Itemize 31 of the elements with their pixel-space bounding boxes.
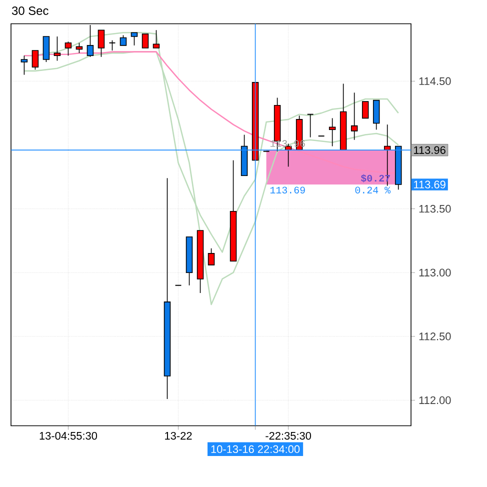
candlestick	[64, 41, 72, 56]
candlestick	[20, 55, 28, 76]
y-tick-label: 113.50	[419, 204, 451, 213]
candlestick	[32, 50, 39, 70]
candlestick	[42, 36, 50, 62]
candlestick	[208, 248, 215, 266]
x-tick-label: -22:35:30	[266, 432, 312, 440]
chart-title: 30 Sec	[12, 6, 48, 15]
annotation: 0.24 %	[355, 186, 391, 194]
x-tick-label: 13-04:55:30	[40, 432, 98, 440]
x-tick-label: 10-13-16 22:34:00	[211, 445, 300, 454]
y-tick-label: 112.00	[419, 396, 451, 404]
candlestick	[108, 40, 116, 51]
candlestick	[98, 30, 105, 58]
candlestick	[306, 114, 314, 138]
candlestick	[120, 34, 127, 46]
candlestick	[350, 92, 358, 140]
y-tick-label: 113.00	[419, 268, 451, 276]
y-tick-label: 112.50	[419, 332, 451, 340]
candlestick	[152, 30, 160, 48]
annotation: 113.69	[270, 186, 305, 194]
candlestick	[328, 118, 336, 147]
candlestick	[362, 101, 369, 119]
candlestick	[54, 36, 61, 62]
candlestick	[130, 32, 138, 46]
candlestick	[142, 34, 149, 48]
candlestick	[372, 100, 380, 130]
x-tick-label: 13-22	[165, 432, 192, 440]
ref-line-label: 113.96	[414, 146, 446, 154]
annotation: 113.69	[414, 180, 446, 188]
y-tick-label: 114.50	[419, 77, 451, 86]
